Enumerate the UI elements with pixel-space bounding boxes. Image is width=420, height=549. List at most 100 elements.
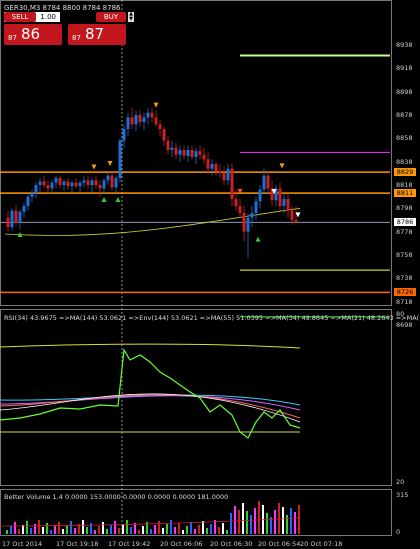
candle-body bbox=[54, 178, 58, 183]
volume-bar bbox=[150, 529, 152, 534]
candle-body bbox=[58, 178, 62, 185]
volume-bar bbox=[62, 529, 64, 534]
buy-price-small: 87 bbox=[72, 34, 81, 42]
price-axis-label: 8918 bbox=[396, 64, 413, 73]
volume-bar bbox=[242, 503, 244, 534]
candle-body bbox=[30, 193, 34, 197]
candle-body bbox=[190, 150, 194, 157]
candle-body bbox=[126, 117, 130, 129]
candle-body bbox=[146, 112, 150, 118]
candle-body bbox=[134, 115, 138, 125]
candle-body bbox=[62, 181, 66, 185]
volume-bar bbox=[58, 522, 60, 534]
candle-body bbox=[110, 175, 114, 188]
candle-body bbox=[206, 159, 210, 169]
volume-bar bbox=[190, 522, 192, 534]
main-pane-frame bbox=[0, 0, 392, 306]
price-axis-label: 8938 bbox=[396, 41, 413, 49]
rsi-ma-red bbox=[0, 394, 301, 419]
candle-body bbox=[214, 164, 218, 171]
time-axis-label: 17 Oct 19:42 bbox=[108, 540, 151, 548]
candle-body bbox=[74, 182, 78, 187]
candle-body bbox=[38, 181, 42, 185]
buy-button[interactable]: BUY bbox=[96, 12, 126, 22]
volume-bar bbox=[274, 510, 276, 534]
buy-signal-arrow-icon bbox=[255, 236, 261, 242]
price-axis-label: 8698 bbox=[396, 321, 413, 329]
volume-bar bbox=[182, 530, 184, 534]
price-axis-label: 8838 bbox=[396, 157, 413, 166]
candle-body bbox=[78, 182, 82, 187]
volume-bar bbox=[134, 523, 136, 534]
candle-body bbox=[86, 180, 90, 185]
time-axis-label: 20 Oct 06:54 bbox=[258, 540, 301, 548]
volume-bar bbox=[226, 530, 228, 534]
candle-body bbox=[258, 189, 262, 202]
candle-body bbox=[270, 188, 274, 201]
volume-bar bbox=[66, 525, 68, 534]
sell-button[interactable]: SELL bbox=[4, 12, 36, 22]
buy-price-button[interactable]: 87 87 bbox=[68, 24, 126, 45]
candle-body bbox=[6, 217, 10, 227]
candle-body bbox=[158, 124, 162, 129]
volume-bar bbox=[298, 505, 300, 534]
candle-body bbox=[42, 181, 46, 185]
candle-body bbox=[194, 151, 198, 157]
candle-body bbox=[150, 112, 154, 118]
candle-body bbox=[230, 168, 234, 199]
volume-bar bbox=[154, 525, 156, 534]
sell-signal-arrow-icon bbox=[107, 161, 113, 166]
time-axis-label: 20 Oct 06:30 bbox=[210, 540, 253, 548]
sell-signal-arrow-icon bbox=[237, 189, 243, 194]
volume-bar bbox=[70, 521, 72, 534]
rsi-pane-frame bbox=[0, 309, 392, 486]
candle-body bbox=[198, 151, 202, 155]
volume-pane-frame bbox=[0, 489, 392, 536]
volume-bar bbox=[202, 521, 204, 534]
candle-body bbox=[238, 206, 242, 213]
price-axis-label: 8718 bbox=[396, 297, 413, 306]
candle-body bbox=[182, 150, 186, 156]
volume-bar bbox=[102, 522, 104, 534]
volume-bar bbox=[266, 513, 268, 534]
candle-body bbox=[170, 147, 174, 150]
candle-body bbox=[138, 115, 142, 122]
candle-body bbox=[82, 180, 86, 183]
candle-body bbox=[234, 199, 238, 206]
rsi-ma-white bbox=[0, 393, 301, 423]
volume-bar bbox=[74, 528, 76, 534]
candle-body bbox=[222, 173, 226, 181]
volume-bar bbox=[18, 529, 20, 534]
volume-bar bbox=[86, 527, 88, 534]
lot-spinner[interactable]: ▲ ▼ bbox=[128, 11, 134, 22]
candle-body bbox=[178, 150, 182, 155]
sell-signal-arrow-icon bbox=[279, 163, 285, 169]
volume-bar bbox=[238, 510, 240, 534]
volume-bar bbox=[254, 508, 256, 534]
buy-price-big: 87 bbox=[85, 25, 105, 43]
candle-body bbox=[70, 182, 74, 187]
candle-body bbox=[10, 210, 14, 227]
candle-body bbox=[262, 175, 266, 190]
candle-body bbox=[90, 180, 94, 185]
candle-body bbox=[186, 150, 190, 156]
volume-bar bbox=[30, 528, 32, 534]
candle-body bbox=[106, 175, 110, 181]
rsi-ma-violet bbox=[0, 395, 301, 411]
volume-bar bbox=[222, 523, 224, 534]
candle-body bbox=[118, 140, 122, 178]
candle-body bbox=[22, 206, 26, 212]
candle-body bbox=[14, 210, 18, 223]
price-tag: 8829 bbox=[394, 168, 416, 177]
candle-body bbox=[114, 178, 118, 188]
volume-bar bbox=[186, 526, 188, 534]
volume-bar bbox=[246, 511, 248, 534]
volume-bar bbox=[38, 520, 40, 534]
volume-bar bbox=[94, 530, 96, 534]
price-axis-label: 8778 bbox=[396, 227, 413, 236]
candle-body bbox=[130, 117, 134, 125]
rsi-line bbox=[0, 348, 301, 439]
candle-body bbox=[94, 180, 98, 185]
sell-price-button[interactable]: 87 86 bbox=[4, 24, 62, 45]
